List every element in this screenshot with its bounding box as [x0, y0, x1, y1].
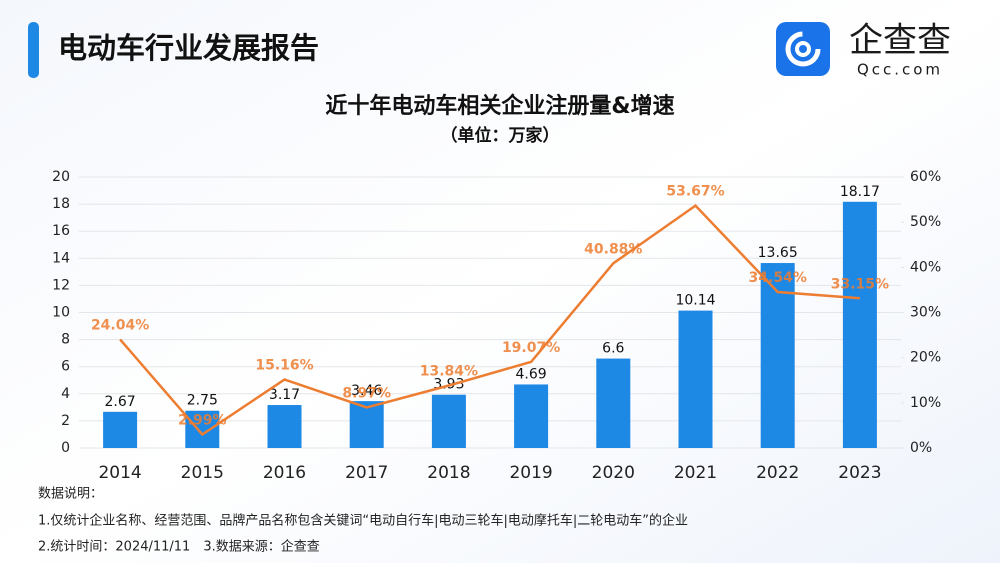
x-tick-label: 2016 — [263, 463, 306, 483]
y2-tick-label: 30% — [910, 305, 941, 321]
note: 数据说明： — [38, 487, 103, 502]
y-tick-label: 8 — [61, 332, 70, 348]
x-tick-label: 2021 — [674, 463, 717, 483]
plot: 0 2 4 6 8 10 12 14 16 18 20 0% 10% 20% 30% 40% 50% 60% 201… — [52, 169, 941, 483]
header-accent — [28, 22, 39, 78]
y-tick-label: 0 — [61, 440, 70, 456]
bar — [103, 411, 138, 448]
line-value-label: 15.16% — [255, 358, 313, 374]
y-tick-label: 16 — [52, 223, 70, 239]
x-tick-label: 2022 — [756, 463, 799, 483]
bar-value-label: 6.6 — [602, 341, 624, 357]
bar-value-label: 2.67 — [105, 394, 136, 410]
bar — [842, 201, 877, 448]
line — [119, 203, 860, 437]
chart-subtitle: （单位：万家） — [441, 125, 560, 146]
note: 1.仅统计企业名称、经营范围、品牌产品名称包含关键词“电动自行车|电动三轮车|电… — [38, 513, 688, 529]
bar — [596, 358, 631, 448]
y2-tick-label: 60% — [910, 169, 941, 185]
y-tick-label: 12 — [52, 277, 70, 293]
logo-url: Qcc.com — [857, 61, 943, 79]
bar-value-label: 4.69 — [516, 366, 547, 382]
logo-mark — [795, 41, 811, 57]
line-value-label: 24.04% — [91, 317, 149, 333]
x-tick-label: 2020 — [592, 463, 635, 483]
x-tick-label: 2023 — [838, 463, 881, 483]
logo-icon — [776, 22, 830, 76]
y-tick-label: 10 — [52, 305, 70, 321]
bar-value-label: 3.46 — [351, 383, 382, 399]
y-tick-label: 4 — [61, 386, 70, 402]
x-tick-label: 2014 — [98, 463, 141, 483]
y2-tick-label: 50% — [910, 214, 941, 230]
bar-value-label: 2.75 — [187, 393, 218, 409]
y-tick-label: 18 — [52, 196, 70, 212]
bar-value-label: 13.65 — [758, 245, 798, 261]
line-value-label: 2.99% — [178, 412, 227, 428]
y-tick-label: 6 — [61, 359, 70, 375]
bar-value-label: 3.17 — [269, 387, 300, 403]
logo-mark — [785, 31, 821, 67]
y-tick-label: 14 — [52, 250, 70, 266]
bar — [678, 310, 713, 448]
note: 2.统计时间：2024/11/11 3.数据来源：企查查 — [38, 539, 320, 555]
bar-value-label: 18.17 — [840, 184, 880, 200]
line-value-label: 34.54% — [749, 270, 807, 286]
line-value-label: 8.97% — [342, 385, 391, 401]
line-value-label: 19.07% — [502, 340, 560, 356]
bar — [185, 410, 220, 448]
line-value-label: 13.84% — [420, 363, 478, 379]
y2-tick-label: 20% — [910, 350, 941, 366]
y2-tick-label: 40% — [910, 259, 941, 275]
x-tick-label: 2015 — [181, 463, 224, 483]
y-tick-label: 20 — [52, 169, 70, 185]
header-title: 电动车行业发展报告 — [58, 31, 319, 65]
x-tick-label: 2018 — [427, 463, 470, 483]
bar-value-label: 10.14 — [675, 293, 715, 309]
bar — [267, 405, 302, 448]
y-tick-label: 2 — [61, 413, 70, 429]
line-value-label: 40.88% — [584, 241, 642, 257]
line-value-label: 53.67% — [666, 184, 724, 200]
line-value-label: 33.15% — [831, 276, 889, 292]
y2-tick-label: 0% — [910, 440, 932, 456]
logo-text: 企查查 — [849, 21, 951, 61]
bar — [514, 384, 549, 448]
bar — [349, 401, 384, 448]
x-tick-label: 2019 — [509, 463, 552, 483]
chart-title: 近十年电动车相关企业注册量&增速 — [325, 93, 674, 119]
y2-tick-label: 10% — [910, 395, 941, 411]
bar — [431, 394, 466, 448]
x-tick-label: 2017 — [345, 463, 388, 483]
